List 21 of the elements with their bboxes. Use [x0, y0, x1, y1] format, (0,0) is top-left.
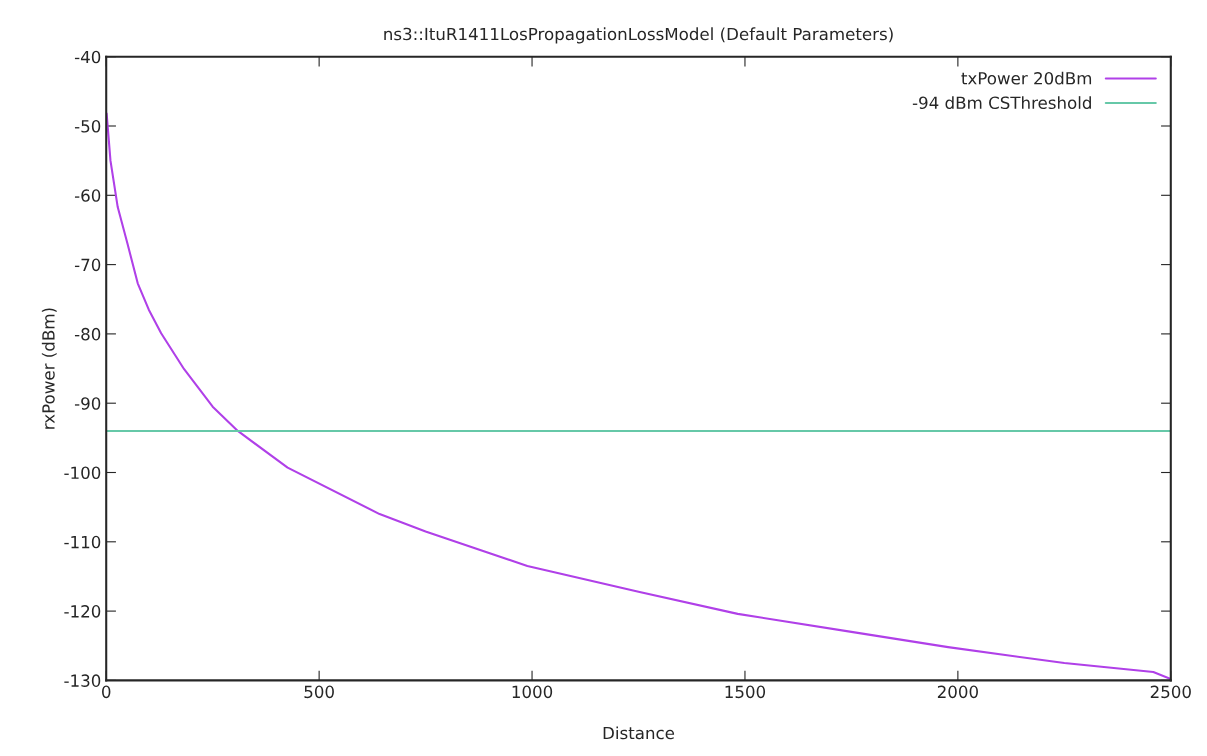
chart-title: ns3::ItuR1411LosPropagationLossModel (Default Parameters)	[384, 27, 893, 44]
x-tick-label: 500	[304, 685, 334, 699]
y-tick-label: -50	[74, 119, 101, 133]
y-tick-label: -40	[74, 50, 101, 64]
y-tick-label: -100	[64, 466, 101, 480]
legend-label: txPower 20dBm	[961, 71, 1092, 85]
y-tick-label: -80	[74, 327, 101, 341]
y-tick-label: -110	[64, 535, 101, 549]
y-tick-label: -130	[64, 674, 101, 687]
x-tick-label: 1000	[512, 685, 553, 699]
y-axis-title: rxPower (dBm)	[41, 308, 57, 429]
y-tick-label: -70	[74, 258, 101, 272]
y-tick-label: -120	[64, 605, 101, 618]
y-tick-label: -90	[74, 397, 101, 410]
x-tick-label: 1500	[725, 685, 766, 699]
y-tick-label: -60	[74, 189, 101, 202]
legend-label: -94 dBm CSThreshold	[912, 96, 1091, 110]
x-tick-label: 2000	[937, 685, 978, 699]
x-tick-label: 0	[102, 685, 111, 699]
x-axis-title: Distance	[603, 726, 675, 740]
x-tick-label: 2500	[1150, 685, 1191, 699]
